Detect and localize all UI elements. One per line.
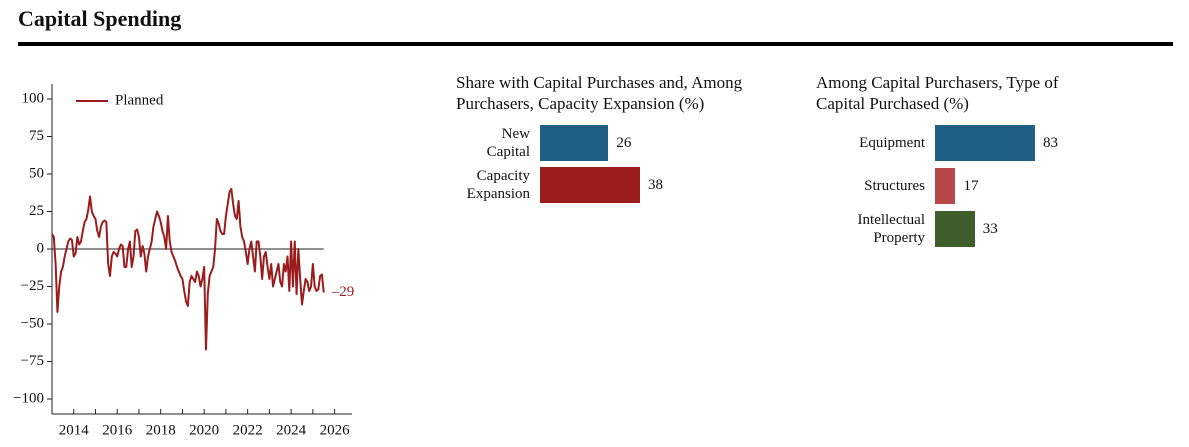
bar-chart: Among Capital Purchasers, Type of Capita…	[816, 72, 1146, 252]
y-tick-label: 100	[22, 90, 45, 106]
y-tick-label: 75	[29, 128, 44, 144]
value-label: 26	[616, 134, 632, 151]
bar	[935, 168, 956, 204]
bar	[540, 167, 640, 203]
bar-row: Capacity Expansion 38	[456, 167, 663, 203]
y-tick-label: −100	[13, 390, 44, 406]
x-tick-label: 2022	[233, 422, 263, 438]
line-chart: −100 −75 −50 −25 0 25 50 75 100 2014 2016 2018 2020 2…	[13, 84, 355, 438]
y-tick-label: −25	[21, 278, 44, 294]
x-tick-label: 2018	[146, 422, 176, 438]
title-rule	[18, 42, 1173, 46]
series-line	[51, 188, 325, 351]
value-label: 17	[963, 177, 979, 194]
bar-row: Intellectual Property 33	[816, 211, 998, 247]
bar	[935, 211, 975, 247]
y-tick-label: 25	[29, 203, 44, 219]
bar	[935, 125, 1035, 161]
end-label: –29	[331, 284, 355, 300]
y-tick-label: 0	[37, 240, 45, 256]
bar-row: Equipment 83	[816, 125, 1058, 161]
bar-chart: Share with Capital Purchases and, Among …	[456, 72, 786, 212]
category-label: Structures	[864, 178, 925, 194]
x-tick-label: 2016	[102, 422, 133, 438]
category-label: Intellectual Property	[857, 212, 925, 246]
value-label: 83	[1043, 134, 1058, 151]
category-label: Equipment	[859, 135, 925, 151]
x-tick-label: 2014	[59, 422, 90, 438]
value-label: 33	[982, 220, 998, 237]
chart-title: Among Capital Purchasers, Type of Capita…	[816, 73, 1059, 113]
bar-row: Structures 17	[816, 168, 978, 204]
y-tick-label: 50	[29, 165, 44, 181]
y-tick-label: −75	[21, 353, 44, 369]
value-label: 38	[648, 176, 663, 193]
bar	[540, 125, 609, 161]
page-title: Capital Spending	[18, 6, 182, 31]
y-tick-label: −50	[21, 315, 44, 331]
x-tick-label: 2026	[320, 422, 351, 438]
x-tick-label: 2024	[276, 422, 307, 438]
bar-row: New Capital 26	[456, 125, 631, 161]
category-label: Capacity Expansion	[466, 168, 530, 202]
chart-title: Share with Capital Purchases and, Among …	[456, 73, 743, 113]
legend-label: Planned	[115, 92, 164, 108]
category-label: New Capital	[486, 126, 530, 160]
x-tick-label: 2020	[189, 422, 219, 438]
